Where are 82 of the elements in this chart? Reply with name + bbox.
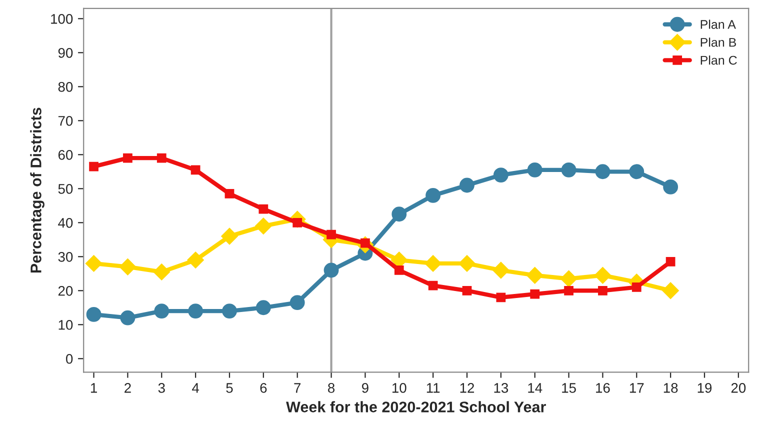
x-tick-label: 1 [90,383,97,393]
point [153,264,170,280]
x-tick-label: 5 [226,383,233,393]
point [663,179,678,194]
point [221,228,238,245]
y-tick-label: 0 [66,354,73,364]
x-tick-label: 10 [392,383,406,393]
point [224,189,234,198]
point [89,162,98,172]
y-tick-label: 90 [58,48,73,58]
x-tick-label: 16 [596,383,610,393]
x-tick-label: 11 [426,383,440,393]
y-tick-label: 80 [58,82,73,92]
point [154,304,170,319]
point [460,178,474,193]
point [187,252,204,268]
point [394,266,404,275]
y-tick-label: 100 [51,14,73,24]
point [632,282,642,292]
x-tick-label: 17 [630,383,644,393]
point [492,262,510,279]
point [156,153,166,163]
x-tick-label: 8 [328,383,335,393]
legend-label: Plan A [700,20,736,29]
point [290,295,305,310]
point [119,258,136,276]
point [561,162,576,178]
x-tick-label: 12 [460,383,474,393]
point [123,153,132,163]
point [530,289,540,299]
point [666,257,676,266]
y-axis-title: Percentage of Districts [30,108,44,273]
point [120,310,136,326]
point [426,188,441,203]
x-tick-label: 4 [192,383,200,393]
point [424,255,442,272]
point [326,230,336,240]
point [629,164,644,180]
point [595,164,610,180]
point [662,282,679,300]
point [258,204,268,214]
y-tick-label: 20 [58,286,73,296]
point [85,255,102,272]
point [458,255,476,272]
point [188,304,204,319]
point [222,304,237,319]
x-tick-label: 18 [664,383,678,393]
y-tick-label: 50 [58,184,73,194]
x-tick-label: 7 [294,383,301,393]
x-tick-label: 6 [260,383,267,393]
point [560,270,578,288]
point [256,300,271,316]
point [526,266,544,284]
x-tick-label: 20 [731,383,746,393]
point [496,292,506,302]
y-tick-label: 60 [58,150,73,160]
point [462,286,472,296]
x-tick-label: 15 [562,383,576,393]
point [190,165,200,175]
point [324,262,339,278]
legend-label: Plan B [700,38,736,47]
point [527,162,542,178]
x-tick-label: 13 [494,383,508,393]
x-tick-label: 14 [528,383,542,393]
point [428,280,438,290]
y-tick-label: 10 [58,320,73,330]
legend-label: Plan C [700,56,737,65]
point [598,286,608,296]
point [392,206,407,222]
point [86,306,102,322]
x-tick-label: 2 [124,383,131,393]
y-tick-label: 30 [58,252,73,262]
x-tick-label: 9 [362,383,368,393]
y-tick-label: 40 [58,218,73,228]
y-tick-label: 70 [58,116,73,126]
point [255,218,272,234]
x-axis-title: Week for the 2020-2021 School Year [286,401,546,412]
point [493,168,508,183]
x-tick-label: 3 [158,383,165,393]
point [594,266,612,284]
x-tick-label: 19 [698,383,712,393]
point [564,286,574,296]
